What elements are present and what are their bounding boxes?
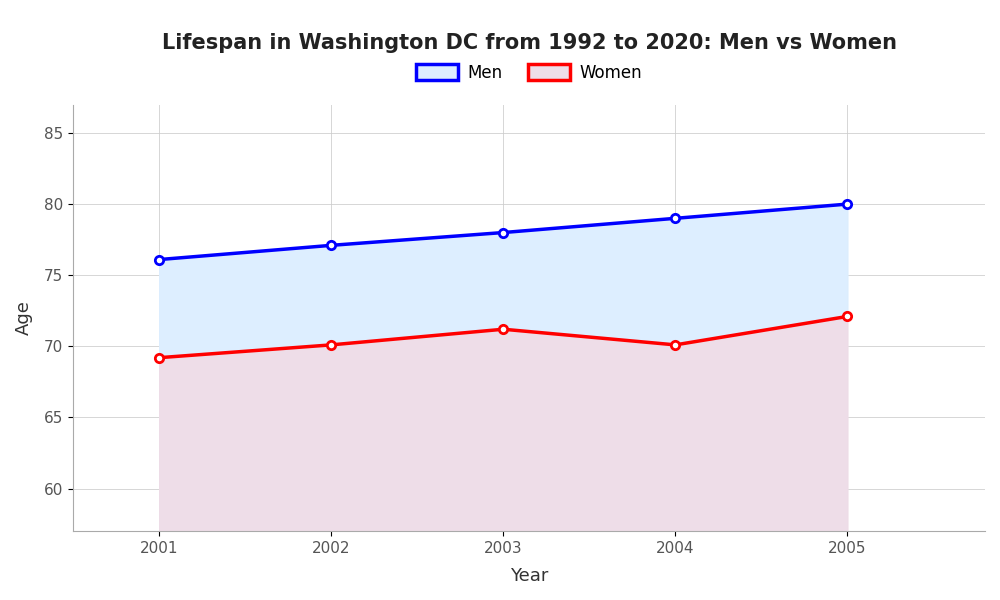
X-axis label: Year: Year bbox=[510, 567, 548, 585]
Legend: Men, Women: Men, Women bbox=[409, 58, 649, 89]
Y-axis label: Age: Age bbox=[15, 301, 33, 335]
Title: Lifespan in Washington DC from 1992 to 2020: Men vs Women: Lifespan in Washington DC from 1992 to 2… bbox=[162, 33, 897, 53]
